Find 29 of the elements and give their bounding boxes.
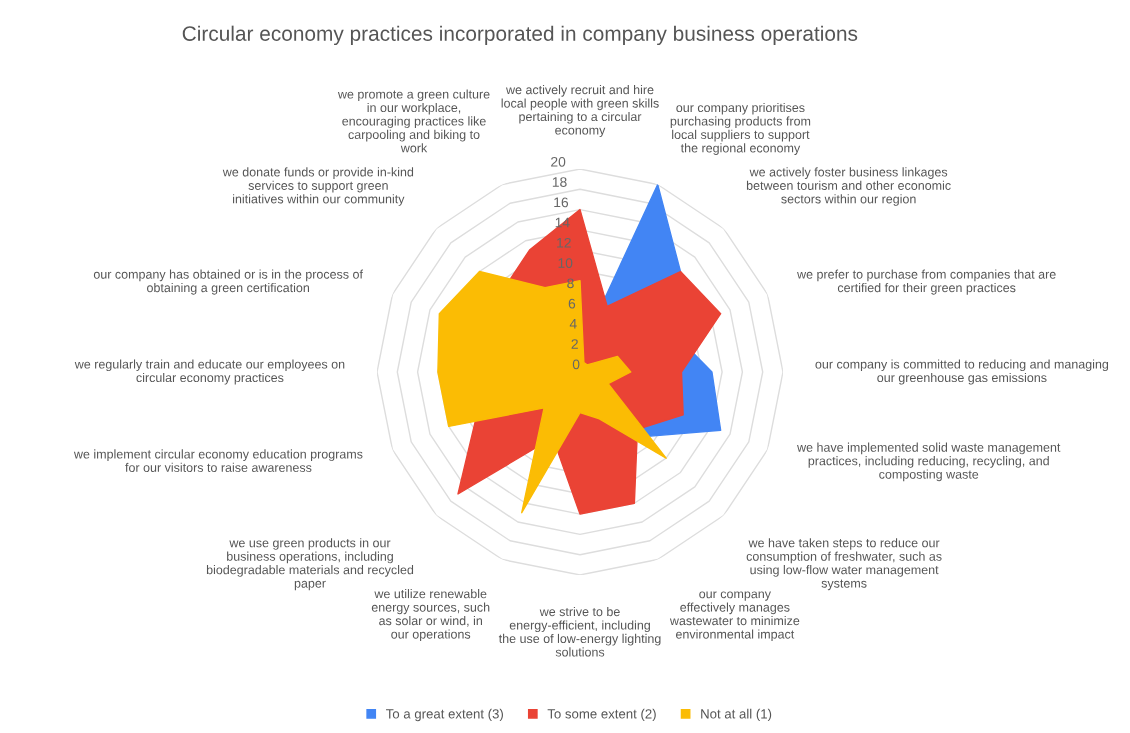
spoke-label: we utilize renewable energy sources, such as solar or wind, in our operations [371, 589, 490, 642]
y-tick-label: 0 [572, 359, 580, 370]
legend-label: To some extent (2) [547, 708, 656, 722]
spoke-label: we promote a green culture in our workplace, encouraging practices like carpooling and biking to work [337, 89, 490, 153]
spoke-label: our company is committed to reducing and managing our greenhouse gas emissions [815, 359, 1109, 385]
spoke-label: we regularly train and educate our employees on circular economy practices [74, 359, 345, 385]
spoke-label: we have taken steps to reduce our consumption of freshwater, such as using low-flow water management systems [746, 538, 942, 591]
spoke-label: we donate funds or provide in-kind services to support green initiatives within our community [222, 167, 414, 206]
spoke-label: we actively recruit and hire local people with green skills pertaining to a circular economy [501, 85, 659, 138]
y-tick-label: 2 [571, 339, 578, 349]
spoke-label: we strive to be energy-efficient, including the use of low-energy lighting solutions [498, 606, 661, 657]
y-tick-label: 10 [558, 258, 573, 268]
spoke-label: we actively foster business linkages between tourism and other economic sectors within our region [746, 167, 951, 206]
chart-title: Circular economy practices incorporated in company business operations [182, 25, 858, 46]
legend-label: To a great extent (3) [386, 708, 503, 722]
y-tick-label: 4 [569, 319, 577, 329]
spoke-label: our company has obtained or is in the process of obtaining a green certification [93, 269, 363, 295]
spoke-label: we implement circular economy education programs for our visitors to raise awareness [73, 449, 363, 472]
y-tick-label: 12 [557, 237, 571, 248]
y-tick-label: 8 [567, 278, 574, 289]
legend-label: Not at all (1) [701, 708, 772, 722]
spoke-label: our company effectively manages wastewater to minimize environmental impact [669, 591, 800, 642]
spoke-label: we have implemented solid waste management practices, including reducing, recycling, and composting waste [797, 442, 1061, 482]
y-tick-label: 16 [554, 197, 569, 208]
spoke-label: our company prioritises purchasing products from local suppliers to support the regional economy [670, 102, 811, 155]
y-tick-label: 6 [568, 298, 576, 309]
spoke-label: we prefer to purchase from companies that are certified for their green practices [797, 269, 1056, 295]
y-tick-label: 20 [551, 156, 566, 167]
y-tick-label: 18 [552, 177, 567, 187]
